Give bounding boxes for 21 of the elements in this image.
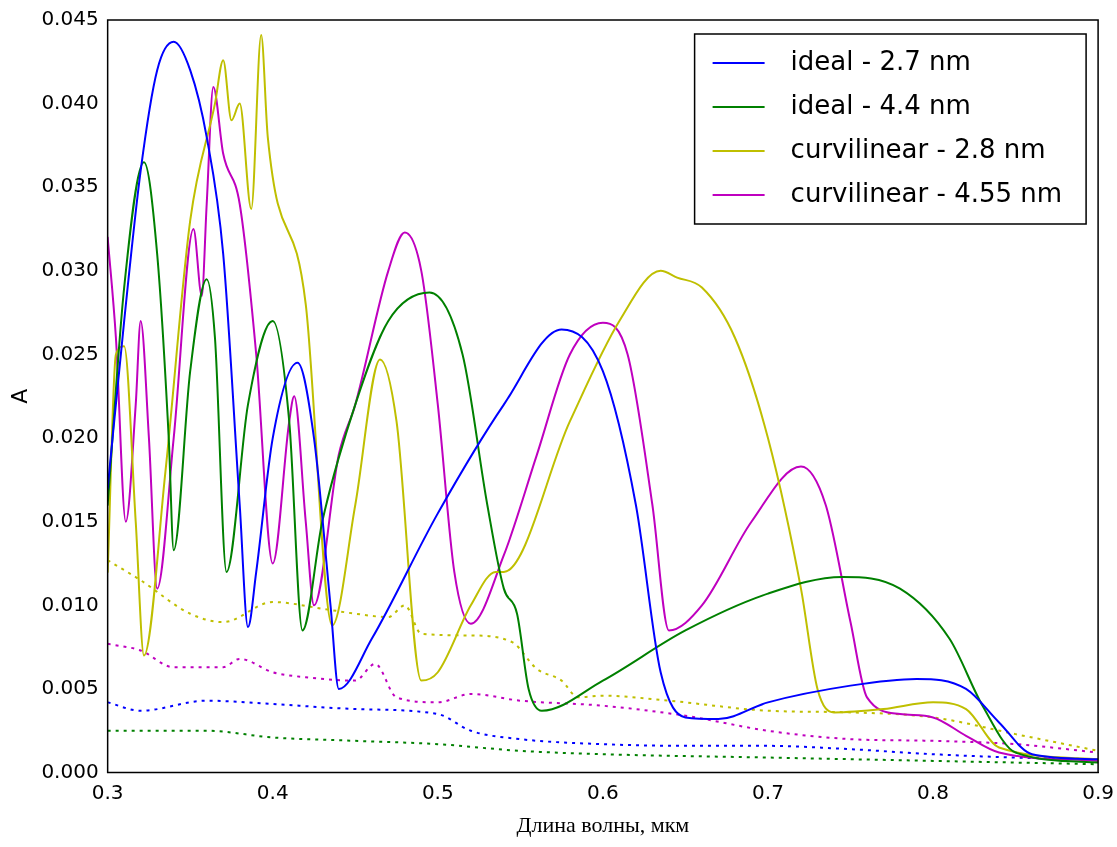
y-tick-label: 0.020 xyxy=(41,424,99,449)
y-tick-label: 0.015 xyxy=(41,507,99,532)
legend-label: ideal - 2.7 nm xyxy=(790,45,971,76)
y-tick-label: 0.010 xyxy=(41,591,99,616)
y-tick-label: 0.040 xyxy=(41,89,99,114)
legend-label: ideal - 4.4 nm xyxy=(790,89,971,120)
y-tick-label: 0.030 xyxy=(41,257,99,282)
y-tick-label: 0.025 xyxy=(41,340,99,365)
x-tick-label: 0.5 xyxy=(421,779,454,804)
y-tick-label: 0.005 xyxy=(41,675,99,700)
y-tick-label: 0.035 xyxy=(41,173,99,198)
x-tick-label: 0.6 xyxy=(586,779,619,804)
y-tick-label: 0.045 xyxy=(41,6,99,31)
x-tick-label: 0.4 xyxy=(256,779,289,804)
legend-label: curvilinear - 4.55 nm xyxy=(790,177,1063,208)
x-tick-label: 0.7 xyxy=(752,779,784,804)
y-axis-title: A xyxy=(6,388,32,404)
x-tick-label: 0.8 xyxy=(917,779,949,804)
legend-label: curvilinear - 2.8 nm xyxy=(790,133,1046,164)
x-axis-title: Длина волны, мкм xyxy=(516,811,690,837)
x-tick-label: 0.9 xyxy=(1082,779,1114,804)
